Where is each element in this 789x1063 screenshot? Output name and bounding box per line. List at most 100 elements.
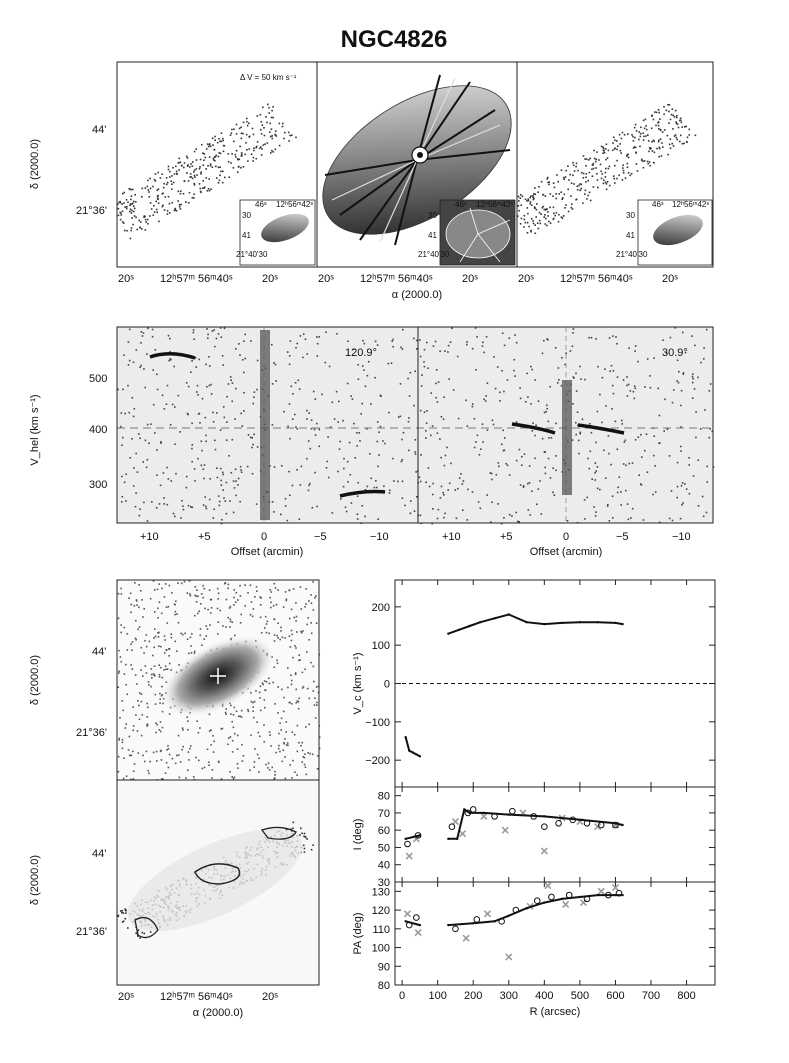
- speckle-dot: [575, 162, 578, 165]
- speckle-dot: [601, 173, 604, 175]
- speckle-dot: [591, 175, 594, 177]
- speckle-dot: [594, 479, 597, 481]
- speckle-dot: [285, 599, 288, 602]
- speckle-dot: [125, 775, 128, 777]
- speckle-dot: [606, 505, 609, 507]
- speckle-dot: [517, 195, 520, 198]
- speckle-dot: [704, 409, 706, 411]
- speckle-dot: [414, 451, 416, 453]
- speckle-dot: [169, 170, 171, 173]
- speckle-dot: [626, 154, 628, 156]
- speckle-dot: [661, 131, 664, 133]
- speckle-dot: [501, 443, 503, 446]
- speckle-dot: [154, 628, 156, 630]
- speckle-dot: [556, 174, 558, 176]
- speckle-dot: [274, 148, 277, 151]
- speckle-dot: [620, 137, 623, 140]
- speckle-dot: [156, 388, 159, 391]
- speckle-dot: [569, 173, 571, 176]
- speckle-dot: [576, 185, 579, 188]
- speckle-dot: [347, 340, 349, 343]
- speckle-dot: [239, 145, 241, 148]
- speckle-dot: [187, 385, 190, 388]
- speckle-dot: [170, 636, 173, 639]
- speckle-dot: [156, 723, 158, 726]
- speckle-dot: [618, 174, 620, 177]
- speckle-dot: [146, 353, 148, 355]
- speckle-dot: [273, 362, 275, 364]
- speckle-dot: [298, 697, 300, 700]
- speckle-dot: [452, 389, 455, 391]
- speckle-dot: [635, 163, 638, 165]
- speckle-dot: [219, 467, 222, 470]
- speckle-dot: [275, 380, 277, 382]
- speckle-dot: [524, 221, 527, 224]
- velfield-ylabel: δ (2000.0): [29, 139, 41, 189]
- speckle-dot: [655, 124, 657, 127]
- speckle-dot: [652, 493, 654, 496]
- speckle-dot: [679, 119, 681, 122]
- speckle-dot: [146, 725, 148, 727]
- speckle-dot: [207, 188, 210, 190]
- speckle-dot: [697, 376, 699, 379]
- speckle-dot: [218, 138, 220, 140]
- speckle-dot: [256, 446, 259, 448]
- speckle-dot: [180, 632, 182, 635]
- speckle-dot: [201, 449, 203, 452]
- speckle-dot: [249, 584, 252, 587]
- speckle-dot: [177, 394, 180, 397]
- speckle-dot: [546, 178, 548, 180]
- speckle-dot: [675, 122, 678, 125]
- speckle-dot: [571, 208, 574, 210]
- speckle-dot: [138, 704, 140, 707]
- speckle-dot: [557, 367, 560, 369]
- speckle-dot: [455, 517, 458, 520]
- speckle-dot: [549, 222, 552, 224]
- speckle-dot: [185, 155, 188, 158]
- speckle-dot: [339, 440, 341, 443]
- speckle-dot: [252, 160, 254, 162]
- speckle-dot: [120, 412, 123, 414]
- speckle-dot: [174, 610, 177, 613]
- speckle-dot: [528, 225, 530, 228]
- speckle-dot: [216, 607, 219, 610]
- speckle-dot: [290, 703, 293, 705]
- speckle-dot: [125, 909, 127, 912]
- speckle-dot: [563, 176, 565, 179]
- speckle-dot: [171, 592, 173, 594]
- speckle-dot: [430, 434, 432, 437]
- speckle-dot: [688, 457, 690, 459]
- speckle-dot: [162, 778, 164, 781]
- speckle-dot: [211, 330, 214, 332]
- speckle-dot: [413, 337, 415, 340]
- speckle-dot: [241, 425, 244, 427]
- speckle-dot: [612, 142, 614, 144]
- speckle-dot: [546, 208, 548, 210]
- speckle-dot: [640, 126, 642, 129]
- speckle-dot: [216, 476, 219, 479]
- speckle-dot: [166, 668, 169, 670]
- speckle-dot: [616, 448, 619, 451]
- speckle-dot: [247, 160, 249, 162]
- speckle-dot: [572, 332, 574, 334]
- speckle-dot: [377, 518, 379, 520]
- speckle-dot: [324, 361, 327, 364]
- speckle-dot: [615, 336, 617, 338]
- speckle-dot: [449, 341, 452, 343]
- speckle-dot: [205, 148, 208, 150]
- speckle-dot: [618, 476, 621, 478]
- speckle-dot: [238, 127, 241, 130]
- speckle-dot: [157, 202, 160, 204]
- speckle-dot: [694, 134, 697, 137]
- speckle-dot: [357, 481, 359, 484]
- speckle-dot: [160, 612, 163, 615]
- speckle-dot: [200, 464, 203, 467]
- speckle-dot: [378, 454, 380, 456]
- speckle-dot: [214, 448, 217, 451]
- speckle-dot: [143, 760, 146, 763]
- speckle-dot: [132, 200, 135, 203]
- speckle-dot: [634, 350, 636, 352]
- speckle-dot: [271, 766, 273, 769]
- speckle-dot: [156, 474, 158, 476]
- speckle-dot: [180, 165, 183, 167]
